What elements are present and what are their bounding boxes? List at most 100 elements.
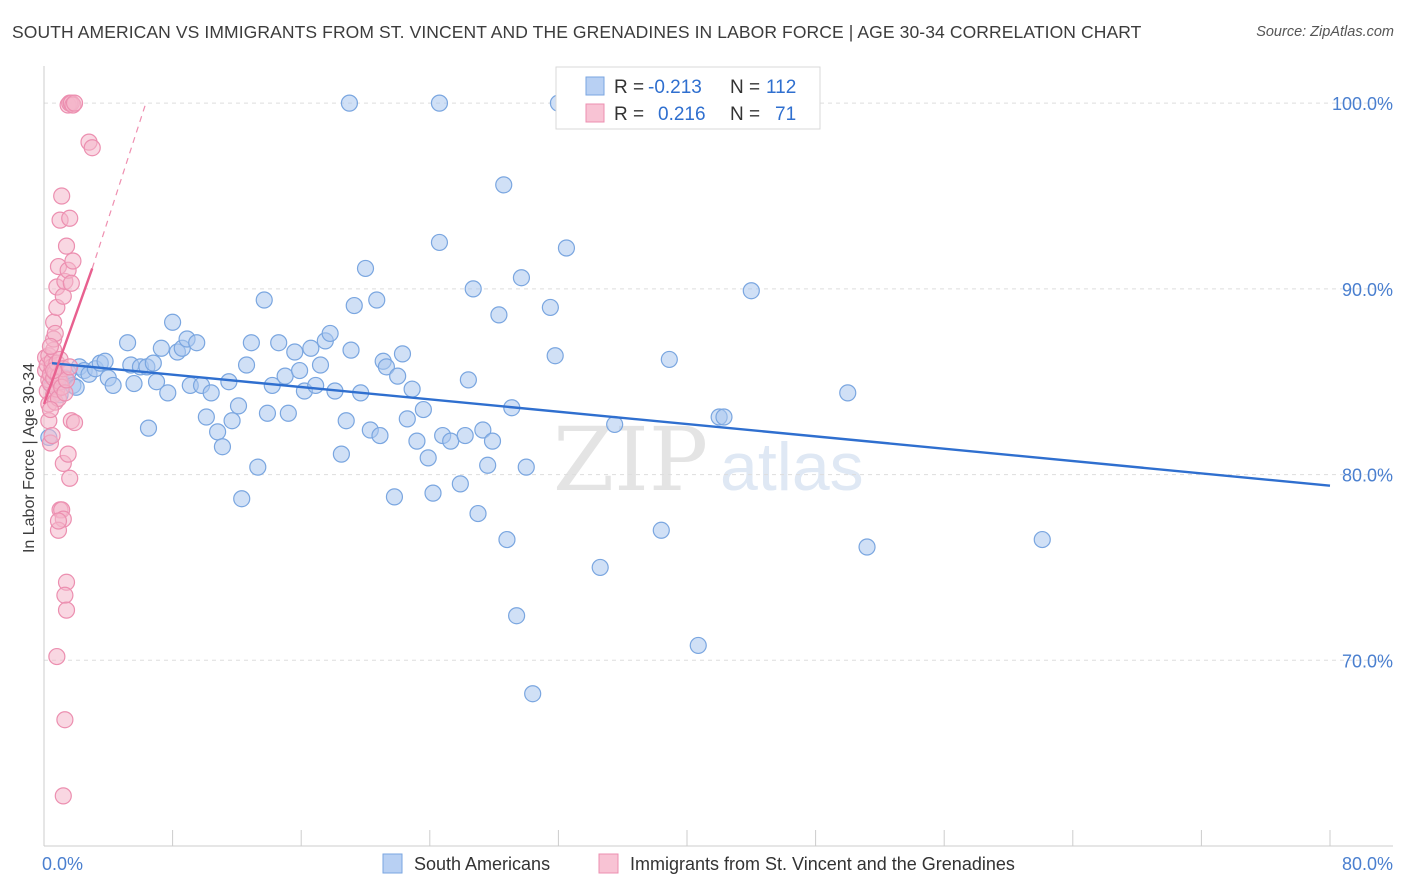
point-s1-48 bbox=[61, 469, 79, 487]
point-s0-52 bbox=[290, 361, 309, 380]
bottom-legend-label-1: South Americans bbox=[414, 854, 550, 874]
bottom-legend-swatch-blue bbox=[382, 853, 403, 874]
point-s0-16 bbox=[104, 376, 122, 395]
legend-swatch-pink bbox=[585, 103, 605, 123]
point-s0-70 bbox=[377, 358, 395, 376]
point-s0-82 bbox=[442, 432, 460, 450]
point-s0-63 bbox=[345, 296, 363, 315]
point-s0-45 bbox=[255, 291, 273, 309]
point-s0-114 bbox=[430, 94, 449, 112]
point-s0-49 bbox=[276, 367, 294, 385]
point-s0-73 bbox=[393, 345, 412, 363]
point-s1-53 bbox=[49, 512, 68, 530]
correlation-legend: R = -0.213 N = 112 R = 0.216 N = 71 bbox=[555, 66, 821, 130]
point-s0-75 bbox=[403, 380, 421, 398]
x-tick-labels: 0.0% 80.0% bbox=[42, 854, 1393, 874]
point-s0-62 bbox=[342, 341, 360, 359]
series-south-americans bbox=[40, 94, 1051, 703]
point-s0-77 bbox=[414, 400, 432, 419]
point-s1-58 bbox=[56, 711, 74, 729]
point-s0-113 bbox=[340, 94, 359, 112]
chart-title: SOUTH AMERICAN VS IMMIGRANTS FROM ST. VI… bbox=[12, 22, 1142, 42]
point-s0-65 bbox=[356, 259, 375, 278]
point-s0-71 bbox=[385, 488, 404, 506]
point-s0-25 bbox=[152, 339, 170, 357]
legend-n-value-1: 112 bbox=[766, 77, 796, 98]
point-s0-90 bbox=[483, 432, 502, 450]
point-s1-39 bbox=[57, 237, 76, 255]
point-s0-74 bbox=[398, 410, 416, 428]
bottom-legend-swatch-pink bbox=[598, 853, 619, 874]
point-s0-91 bbox=[490, 306, 508, 324]
point-s0-108 bbox=[715, 408, 733, 426]
point-s0-40 bbox=[229, 397, 248, 415]
point-s0-67 bbox=[368, 291, 386, 309]
axes bbox=[43, 66, 1393, 847]
point-s0-110 bbox=[839, 384, 857, 402]
trendline-s1 bbox=[42, 268, 94, 405]
trendline-s0 bbox=[51, 361, 1331, 487]
point-s1-42 bbox=[62, 274, 80, 292]
legend-n-label-2: N = bbox=[730, 104, 760, 125]
point-s0-19 bbox=[125, 374, 143, 393]
source-credit: Source: ZipAtlas.com bbox=[1256, 24, 1394, 40]
point-s0-83 bbox=[451, 475, 469, 493]
point-s0-61 bbox=[337, 412, 355, 430]
point-s0-36 bbox=[209, 423, 227, 441]
point-s0-88 bbox=[474, 421, 492, 439]
point-s0-50 bbox=[279, 404, 297, 422]
legend-n-label-1: N = bbox=[730, 77, 760, 98]
y-axis-label: In Labor Force | Age 30-34 bbox=[21, 363, 38, 553]
point-s1-62 bbox=[41, 400, 60, 419]
bottom-legend-label-2: Immigrants from St. Vincent and the Gren… bbox=[630, 854, 1015, 874]
point-s0-78 bbox=[419, 449, 437, 467]
point-s0-60 bbox=[332, 445, 350, 463]
point-s0-96 bbox=[512, 269, 531, 287]
legend-r-value-2: 0.216 bbox=[658, 104, 706, 125]
point-s0-34 bbox=[197, 408, 215, 426]
point-s0-58 bbox=[321, 324, 339, 343]
point-s0-23 bbox=[144, 354, 162, 372]
point-s0-106 bbox=[689, 636, 707, 655]
point-s1-69 bbox=[65, 94, 84, 112]
point-s0-39 bbox=[223, 412, 241, 430]
point-s0-35 bbox=[202, 384, 220, 402]
point-s0-92 bbox=[495, 176, 513, 194]
point-s0-86 bbox=[464, 280, 482, 298]
point-s0-27 bbox=[164, 313, 182, 331]
point-s1-45 bbox=[83, 139, 101, 157]
y-tick-labels: 70.0% 80.0% 90.0% 100.0% bbox=[1332, 94, 1393, 671]
point-s0-68 bbox=[371, 426, 389, 445]
point-s0-54 bbox=[302, 339, 320, 357]
point-s0-98 bbox=[524, 685, 542, 703]
y-tick-label-80: 80.0% bbox=[1342, 466, 1393, 486]
point-s0-109 bbox=[742, 282, 760, 300]
point-s0-79 bbox=[424, 484, 442, 502]
point-s1-56 bbox=[57, 601, 76, 619]
point-s0-85 bbox=[459, 371, 477, 389]
point-s0-93 bbox=[498, 530, 516, 549]
point-s0-48 bbox=[270, 334, 288, 352]
point-s0-44 bbox=[249, 458, 267, 476]
point-s0-37 bbox=[213, 438, 232, 456]
legend-r-label-2: R = bbox=[614, 104, 644, 125]
watermark-zip: ZIP bbox=[553, 408, 708, 511]
point-s1-47 bbox=[59, 445, 77, 463]
point-s0-76 bbox=[408, 432, 426, 450]
point-s0-87 bbox=[469, 504, 487, 523]
legend-r-value-1: -0.213 bbox=[648, 77, 702, 98]
y-tick-label-70: 70.0% bbox=[1342, 651, 1393, 671]
series-st-vincent-immigrants bbox=[37, 94, 101, 805]
watermark-atlas: atlas bbox=[720, 429, 864, 505]
point-s0-41 bbox=[233, 490, 251, 508]
point-s0-89 bbox=[479, 456, 497, 474]
x-tick-label-max: 80.0% bbox=[1342, 854, 1393, 874]
point-s0-97 bbox=[517, 458, 535, 476]
point-s0-51 bbox=[286, 343, 304, 361]
point-s0-105 bbox=[660, 350, 678, 369]
point-s1-57 bbox=[48, 647, 66, 666]
y-tick-label-90: 90.0% bbox=[1342, 280, 1393, 300]
trend-lines bbox=[42, 104, 1331, 487]
point-s0-104 bbox=[652, 521, 670, 539]
